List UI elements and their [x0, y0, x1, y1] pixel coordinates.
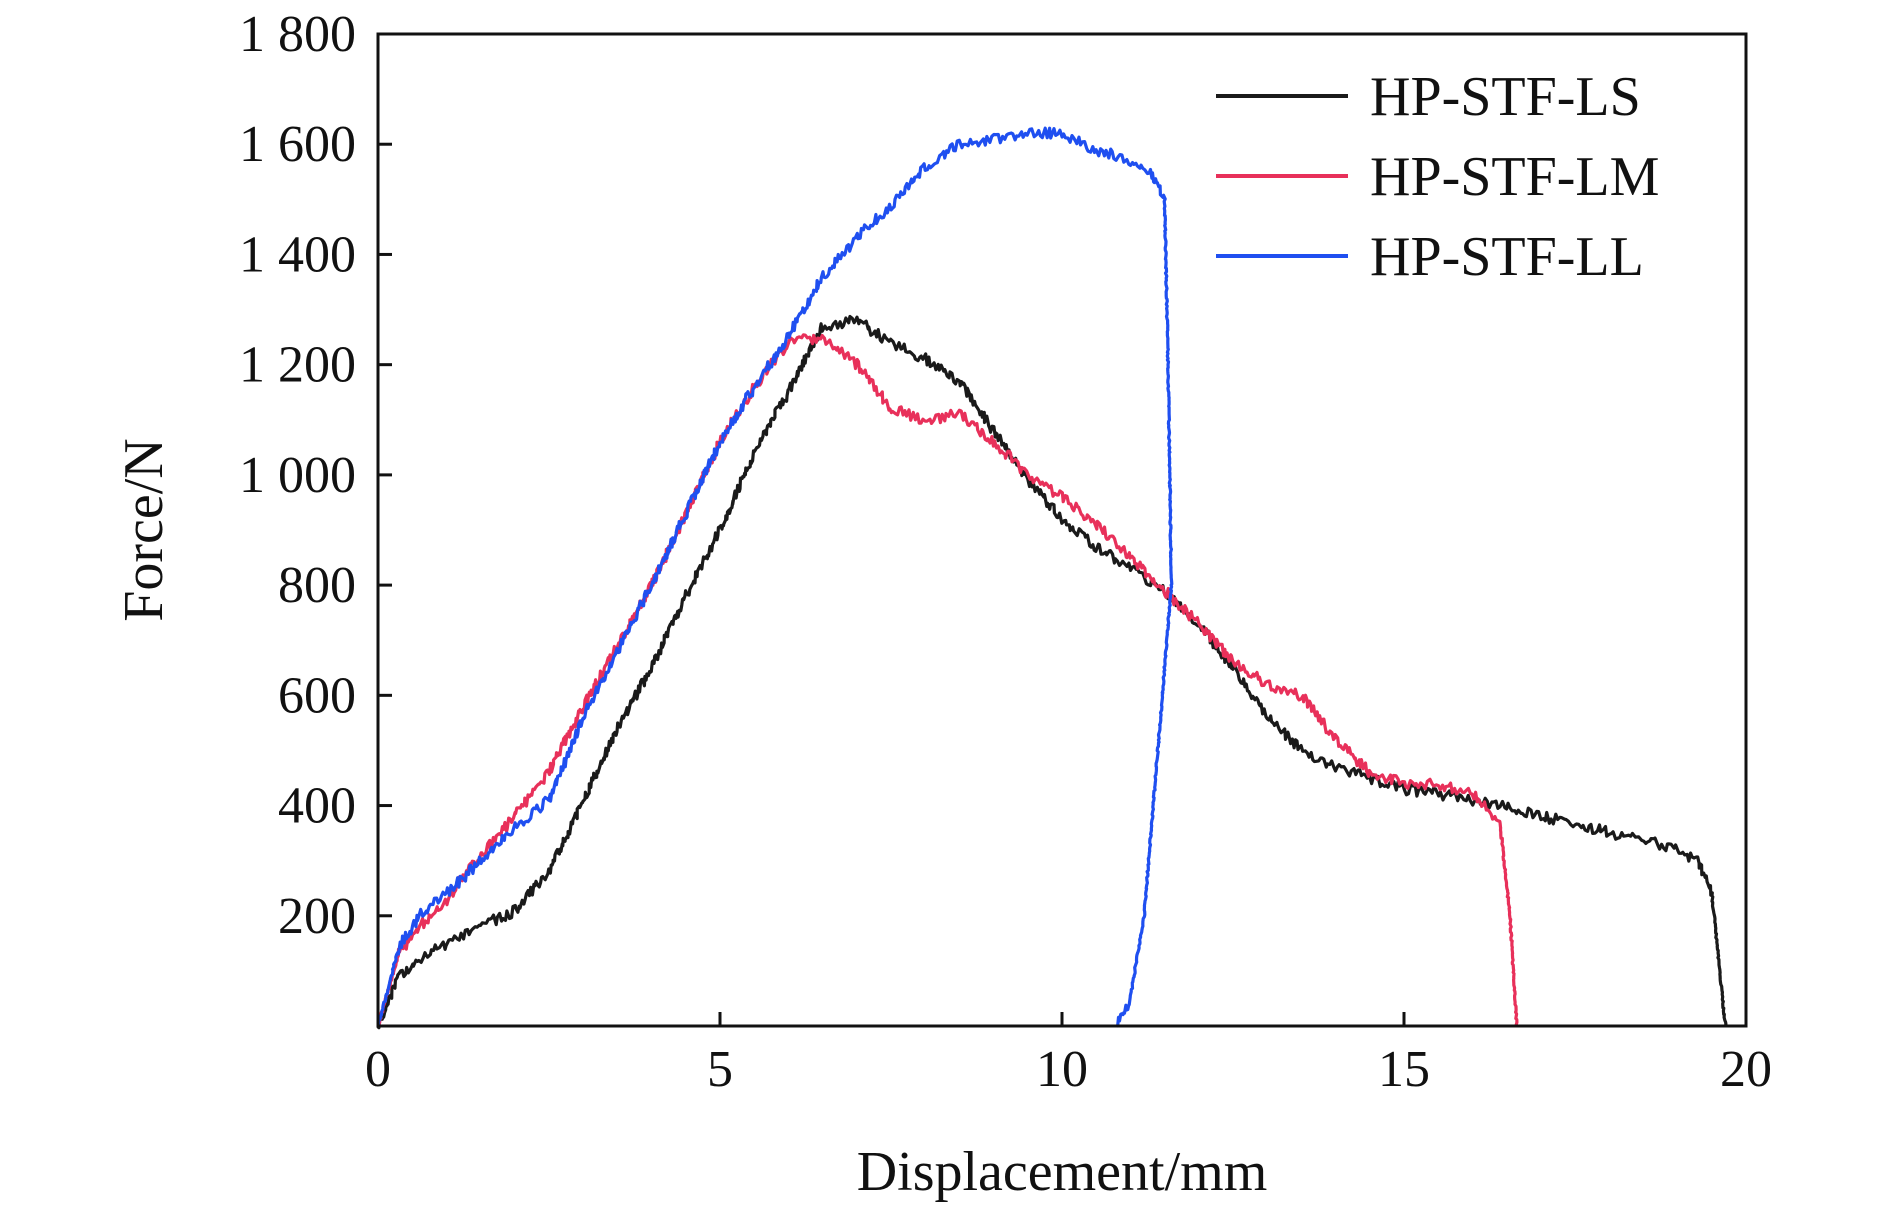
x-tick-label: 5: [707, 1041, 733, 1098]
y-tick-label: 400: [278, 778, 356, 835]
y-tick-label: 1 800: [239, 6, 356, 63]
legend-label: HP-STF-LM: [1370, 146, 1659, 208]
y-tick-label: 1 000: [239, 447, 356, 504]
x-tick-label: 20: [1720, 1041, 1772, 1098]
y-tick-label: 800: [278, 557, 356, 614]
y-tick-label: 1 200: [239, 337, 356, 394]
ticks-layer: 0 5 10 15 20 200 400 600 800 1 000 1 200 1 400 1 600…: [239, 6, 1772, 1098]
y-tick-label: 1 600: [239, 116, 356, 173]
legend-label: HP-STF-LL: [1370, 226, 1644, 288]
x-axis-title: Displacement/mm: [857, 1141, 1268, 1203]
y-tick-label: 200: [278, 888, 356, 945]
x-tick-label: 0: [365, 1041, 391, 1098]
series-line-hp-stf-ls: [376, 314, 1728, 1030]
x-tick-label: 15: [1378, 1041, 1430, 1098]
y-axis-title: Force/N: [113, 438, 175, 622]
series-line-hp-stf-ll: [376, 126, 1174, 1028]
y-tick-label: 600: [278, 667, 356, 724]
series-line-hp-stf-lm: [376, 333, 1519, 1028]
y-tick-label: 1 400: [239, 226, 356, 283]
x-tick-label: 10: [1036, 1041, 1088, 1098]
legend-label: HP-STF-LS: [1370, 66, 1641, 128]
series-layer: [376, 126, 1728, 1030]
legend: HP-STF-LS HP-STF-LM HP-STF-LL: [1216, 66, 1659, 288]
